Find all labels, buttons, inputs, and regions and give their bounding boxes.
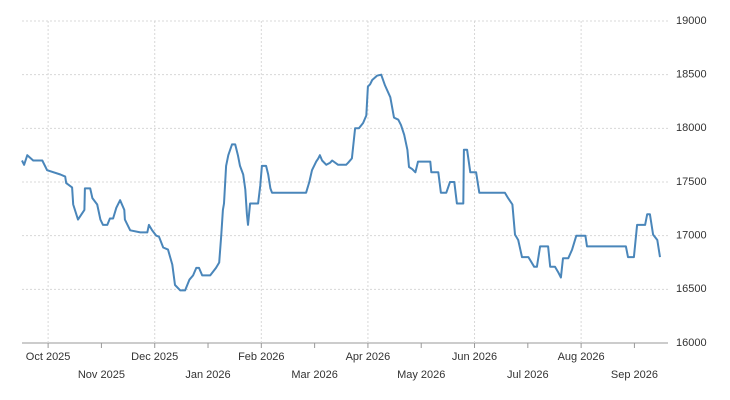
x-tick-label: Jul 2026 [507, 369, 549, 381]
x-tick-label: Jun 2026 [452, 351, 497, 363]
x-tick-label: Oct 2025 [26, 351, 71, 363]
y-tick-label: 17500 [676, 176, 707, 188]
x-tick-label: Dec 2025 [131, 351, 178, 363]
y-tick-label: 18000 [676, 122, 707, 134]
y-tick-label: 18500 [676, 69, 707, 81]
y-tick-label: 16500 [676, 283, 707, 295]
x-tick-label: Aug 2026 [558, 351, 605, 363]
x-tick-label: Sep 2026 [611, 369, 658, 381]
y-tick-label: 16000 [676, 337, 707, 349]
x-tick-label: Jan 2026 [185, 369, 230, 381]
y-tick-label: 17000 [676, 230, 707, 242]
x-tick-label: May 2026 [397, 369, 445, 381]
x-tick-label: Mar 2026 [291, 369, 337, 381]
y-tick-label: 19000 [676, 15, 707, 27]
price-line [21, 73, 661, 292]
x-tick-label: Feb 2026 [238, 351, 284, 363]
x-tick-label: Apr 2026 [346, 351, 391, 363]
x-tick-label: Nov 2025 [78, 369, 125, 381]
